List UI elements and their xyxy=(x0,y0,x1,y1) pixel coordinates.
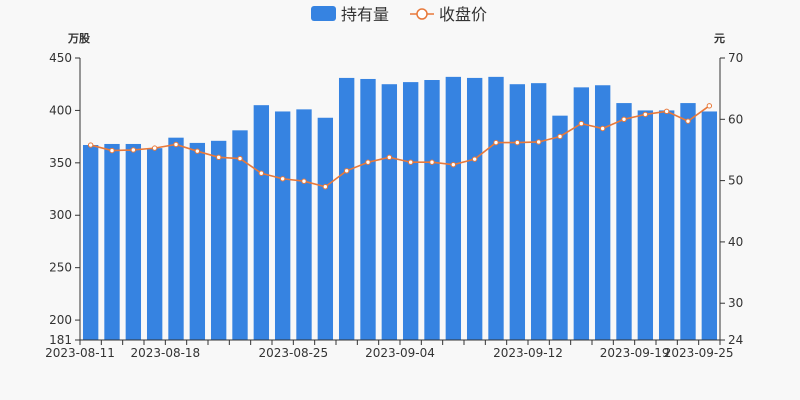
legend-line-marker xyxy=(416,8,428,20)
right-tick-label: 50 xyxy=(728,174,743,188)
price-point xyxy=(493,139,499,146)
legend-bar-label: 持有量 xyxy=(341,5,389,24)
bar xyxy=(232,130,248,340)
bar xyxy=(381,84,398,340)
bar xyxy=(573,87,590,341)
bar xyxy=(701,111,718,340)
bar xyxy=(168,137,184,340)
bar xyxy=(488,76,504,341)
bar xyxy=(445,76,462,341)
price-point xyxy=(599,125,606,132)
x-tick-label: 2023-08-25 xyxy=(258,346,328,360)
bar xyxy=(189,142,206,340)
right-axis-unit: 元 xyxy=(714,32,725,45)
right-tick-label: 40 xyxy=(728,235,743,249)
price-point xyxy=(471,156,478,162)
axes: 181 200 250 300 350 400 450 24 30 40 50 60 70 2023-08… xyxy=(45,51,743,360)
legend-bar-swatch xyxy=(311,6,336,21)
price-point xyxy=(343,168,350,174)
bar xyxy=(317,117,334,341)
price-point xyxy=(258,170,265,176)
left-tick-label: 181 xyxy=(49,333,72,347)
bar xyxy=(296,109,312,340)
bar xyxy=(466,77,483,340)
x-tick-label: 2023-09-25 xyxy=(664,346,734,360)
bar xyxy=(594,85,611,341)
price-point xyxy=(194,148,201,154)
price-point xyxy=(621,116,627,123)
left-tick-label: 200 xyxy=(49,313,72,327)
price-point xyxy=(557,133,563,140)
x-tick-label: 2023-09-12 xyxy=(493,346,563,360)
bar xyxy=(616,103,632,340)
x-tick-label: 2023-09-19 xyxy=(600,346,670,360)
price-point xyxy=(130,147,137,153)
line-series xyxy=(87,103,713,190)
bar xyxy=(104,143,120,340)
right-tick-label: 60 xyxy=(728,112,743,126)
price-point xyxy=(215,154,222,161)
bar xyxy=(509,84,526,340)
price-point xyxy=(663,108,670,115)
bar xyxy=(146,148,163,340)
bar-series xyxy=(82,76,718,341)
bar xyxy=(125,143,142,340)
price-point xyxy=(429,159,435,165)
price-point xyxy=(151,145,158,151)
left-tick-label: 250 xyxy=(49,261,72,275)
price-point xyxy=(87,142,94,148)
price-point xyxy=(173,141,179,148)
legend-line-label: 收盘价 xyxy=(439,5,487,24)
bar xyxy=(360,78,376,340)
bar xyxy=(552,115,568,340)
x-tick-label: 2023-08-18 xyxy=(130,346,200,360)
bar xyxy=(424,80,440,341)
bar xyxy=(253,105,270,341)
bar xyxy=(680,103,696,340)
bar xyxy=(637,110,654,341)
left-tick-label: 450 xyxy=(49,51,72,65)
right-tick-label: 70 xyxy=(728,51,743,65)
price-point xyxy=(706,103,713,109)
bar xyxy=(274,111,291,340)
right-tick-label: 24 xyxy=(728,333,743,347)
left-tick-label: 400 xyxy=(49,103,72,117)
bar xyxy=(338,77,355,340)
price-point xyxy=(237,155,243,162)
left-tick-label: 300 xyxy=(49,208,72,222)
legend[interactable]: 持有量 收盘价 xyxy=(311,5,487,24)
bar xyxy=(530,83,547,340)
price-point xyxy=(450,161,457,168)
bar xyxy=(658,110,675,341)
bar xyxy=(82,145,99,340)
price-point xyxy=(109,147,115,154)
left-axis-unit: 万股 xyxy=(67,32,91,45)
price-point xyxy=(407,159,414,165)
price-point xyxy=(514,139,521,146)
x-tick-label: 2023-09-04 xyxy=(365,346,435,360)
bar xyxy=(402,82,419,341)
price-point xyxy=(578,120,585,127)
bar xyxy=(210,140,227,340)
price-point xyxy=(642,111,649,118)
price-point xyxy=(685,118,691,124)
price-line xyxy=(90,105,710,188)
price-point xyxy=(322,184,329,190)
x-tick-label: 2023-08-11 xyxy=(45,346,115,360)
left-tick-label: 350 xyxy=(49,156,72,170)
price-point xyxy=(386,154,393,161)
price-point xyxy=(301,178,307,184)
price-point xyxy=(535,139,542,145)
price-point xyxy=(279,176,286,182)
right-tick-label: 30 xyxy=(728,296,743,310)
price-point xyxy=(365,159,371,165)
